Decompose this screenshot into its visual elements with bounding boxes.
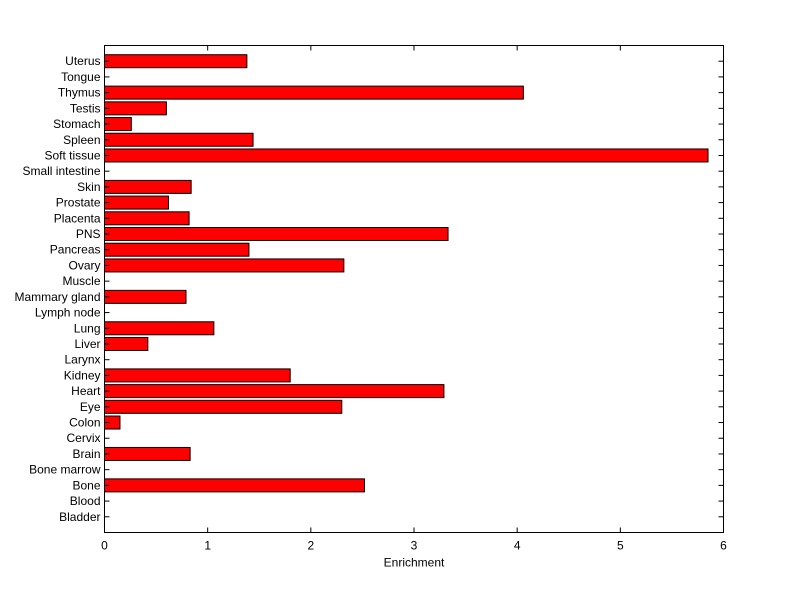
bar-uterus: [104, 54, 248, 69]
bar-pns: [104, 227, 449, 242]
bar-spleen: [104, 132, 254, 147]
bar-liver: [104, 336, 149, 351]
x-tick-label-2: 2: [307, 539, 314, 553]
bar-prostate: [104, 195, 169, 210]
bar-testis: [104, 101, 167, 116]
y-tick-label-bone-marrow: Bone marrow: [29, 463, 101, 477]
y-tick-label-soft-tissue: Soft tissue: [44, 148, 100, 162]
y-tick-label-cervix: Cervix: [66, 431, 100, 445]
x-tick-label-4: 4: [514, 539, 521, 553]
y-tick-label-testis: Testis: [70, 101, 101, 115]
bar-mammary-gland: [104, 289, 187, 304]
y-tick-label-lymph-node: Lymph node: [35, 306, 101, 320]
y-tick-label-prostate: Prostate: [56, 196, 101, 210]
y-tick-label-blood: Blood: [70, 494, 101, 508]
y-tick-label-skin: Skin: [77, 180, 100, 194]
y-tick-label-ovary: Ovary: [68, 258, 100, 272]
bar-lung: [104, 321, 215, 336]
bars-group: [104, 54, 709, 493]
x-axis-label: Enrichment: [384, 556, 445, 570]
bar-bone: [104, 478, 365, 493]
y-tick-label-thymus: Thymus: [58, 86, 101, 100]
ticks-group: [104, 45, 724, 533]
y-tick-label-muscle: Muscle: [62, 274, 100, 288]
y-tick-label-spleen: Spleen: [63, 133, 100, 147]
bar-skin: [104, 179, 192, 194]
y-tick-label-uterus: Uterus: [65, 54, 100, 68]
x-tick-labels: 0 1 2 3 4 5 6: [101, 539, 727, 553]
y-tick-label-stomach: Stomach: [53, 117, 100, 131]
y-tick-label-lung: Lung: [74, 321, 101, 335]
y-tick-label-bladder: Bladder: [59, 510, 100, 524]
x-tick-label-3: 3: [411, 539, 418, 553]
y-tick-label-pns: PNS: [76, 227, 101, 241]
bar-placenta: [104, 211, 190, 226]
x-tick-label-5: 5: [617, 539, 624, 553]
bar-eye: [104, 399, 343, 414]
y-tick-label-eye: Eye: [80, 400, 101, 414]
y-tick-label-kidney: Kidney: [64, 368, 101, 382]
y-tick-label-larynx: Larynx: [64, 353, 100, 367]
x-tick-label-0: 0: [101, 539, 108, 553]
y-tick-label-small-intestine: Small intestine: [22, 164, 100, 178]
x-tick-label-6: 6: [720, 539, 727, 553]
y-tick-label-mammary-gland: Mammary gland: [14, 290, 100, 304]
x-tick-label-1: 1: [204, 539, 211, 553]
y-tick-label-colon: Colon: [69, 416, 100, 430]
y-tick-label-tongue: Tongue: [61, 70, 101, 84]
bar-heart: [104, 384, 445, 399]
y-tick-label-liver: Liver: [74, 337, 100, 351]
bar-soft-tissue: [104, 148, 709, 163]
y-tick-label-placenta: Placenta: [54, 211, 101, 225]
bar-ovary: [104, 258, 345, 273]
bar-brain: [104, 446, 191, 461]
y-tick-label-pancreas: Pancreas: [50, 243, 101, 257]
y-tick-label-brain: Brain: [72, 447, 100, 461]
bar-kidney: [104, 368, 291, 383]
axes-frame: [104, 45, 724, 533]
y-tick-label-bone: Bone: [72, 478, 100, 492]
bar-thymus: [104, 85, 524, 100]
y-tick-label-heart: Heart: [71, 384, 101, 398]
bar-pancreas: [104, 242, 250, 257]
